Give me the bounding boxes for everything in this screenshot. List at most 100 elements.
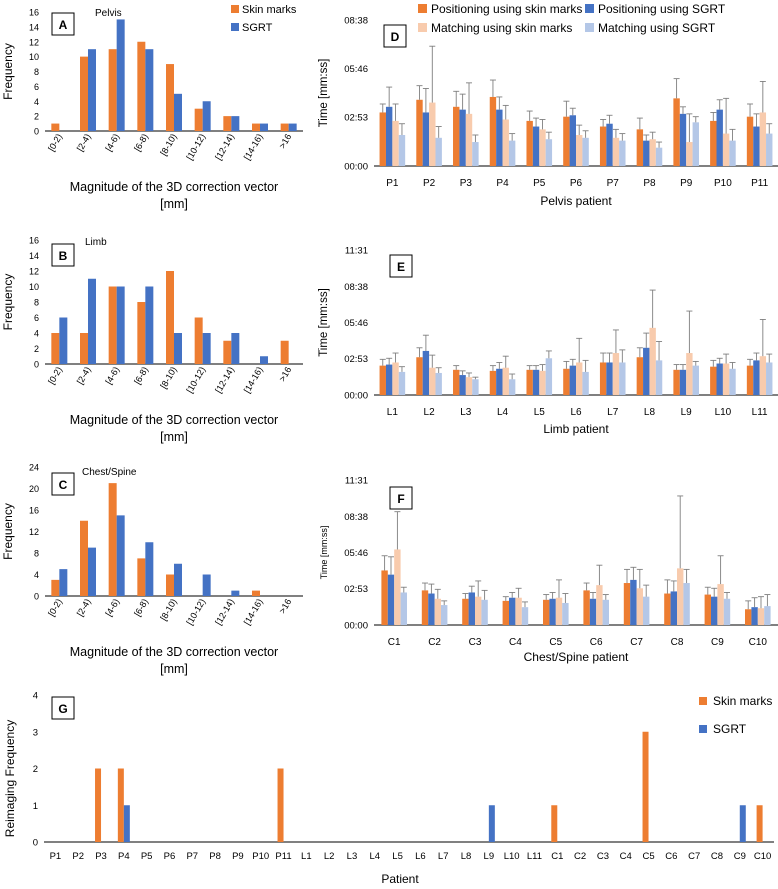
pos-sgrt-bar (716, 363, 723, 395)
skin-marks-bar (252, 590, 260, 596)
pos-skin-bar (704, 594, 711, 625)
x-tick-label: [8-10) (158, 132, 178, 157)
pos-sgrt-bar (459, 109, 466, 166)
pos-skin-bar (489, 370, 497, 395)
y-tick-label: 00:00 (344, 621, 368, 632)
x-tick-label: P4 (118, 851, 130, 862)
x-tick-label: P11 (275, 851, 291, 862)
sgrt-bar (88, 49, 96, 131)
pos-skin-bar (416, 357, 423, 395)
legend-swatch-pos-skin (418, 4, 427, 13)
pos-sgrt-bar (532, 126, 540, 166)
match-sgrt-bar (766, 362, 773, 395)
match-sgrt-bar (619, 140, 626, 166)
match-skin-bar (686, 142, 693, 166)
pos-sgrt-bar (459, 375, 466, 395)
skin-marks-bar (80, 56, 88, 131)
y-tick-label: 08:38 (344, 16, 368, 27)
x-tick-label: C3 (469, 637, 482, 648)
pos-sgrt-bar (753, 126, 760, 166)
x-tick-label: C2 (574, 851, 586, 862)
x-tick-label: [6-8) (132, 365, 150, 386)
sgrt-bar (288, 123, 297, 131)
pos-skin-bar (379, 365, 386, 395)
y-tick-label: 6 (34, 313, 39, 323)
pos-skin-bar (526, 120, 533, 166)
sgrt-bar (231, 116, 240, 131)
y-tick-label: 0 (34, 360, 39, 370)
sgrt-bar (739, 805, 746, 842)
legend-label-pos-skin: Positioning using skin marks (431, 2, 582, 16)
x-tick-label: [14-16) (242, 365, 265, 395)
x-tick-label: [10-12) (184, 597, 207, 627)
pos-sgrt-bar (496, 368, 503, 395)
x-tick-label: [10-12) (184, 132, 207, 162)
sgrt-bar (88, 547, 96, 596)
pos-skin-bar (563, 368, 570, 395)
x-tick-label: L11 (752, 407, 768, 418)
legend-swatch-sgrt (231, 23, 239, 31)
skin-marks-bar (80, 520, 88, 596)
skin-marks-bar (280, 123, 289, 131)
y-tick-label: 1 (33, 801, 38, 812)
x-tick-label: C10 (749, 637, 768, 648)
x-axis-title: Pelvis patient (540, 194, 612, 208)
pos-sgrt-bar (385, 106, 393, 166)
match-sgrt-bar (655, 147, 663, 166)
x-tick-label: C6 (665, 851, 677, 862)
x-tick-label: [8-10) (158, 597, 178, 622)
y-tick-label: 00:00 (344, 391, 368, 402)
pos-sgrt-bar (751, 607, 758, 625)
match-sgrt-bar (441, 605, 448, 625)
x-axis-title: Patient (381, 872, 419, 886)
x-tick-label: C7 (630, 637, 643, 648)
x-axis-unit: [mm] (160, 662, 188, 676)
legend-label-sgrt: SGRT (713, 722, 747, 736)
pos-sgrt-bar (422, 350, 430, 395)
panel-label-text: B (59, 249, 68, 263)
time-chart-e: 00:00 02:53 05:46 08:38 11:31 L1 L2 L3 L4 L5 L6 L7 L… (318, 246, 778, 436)
pos-skin-bar (416, 99, 423, 166)
pos-skin-bar (673, 98, 680, 166)
match-sgrt-bar (472, 142, 479, 166)
y-tick-label: 8 (34, 298, 39, 308)
y-tick-label: 12 (29, 267, 39, 277)
x-tick-label: P8 (643, 178, 656, 189)
x-tick-label: L11 (527, 851, 542, 862)
pos-sgrt-bar (569, 365, 576, 395)
match-sgrt-bar (398, 134, 406, 166)
skin-marks-bar (280, 340, 289, 364)
sgrt-bar (59, 317, 68, 364)
match-skin-bar (612, 137, 620, 166)
pos-skin-bar (746, 365, 754, 395)
legend-swatch-skin-marks (231, 5, 239, 13)
x-tick-label: C4 (509, 637, 522, 648)
x-tick-label: C10 (754, 851, 771, 862)
x-tick-label: C8 (711, 851, 723, 862)
x-tick-label: C3 (597, 851, 609, 862)
pos-skin-bar (381, 570, 388, 625)
pos-skin-bar (462, 598, 469, 625)
x-tick-label: L4 (497, 407, 509, 418)
legend-swatch-skin-marks (699, 697, 707, 705)
skin-marks-bar (223, 116, 232, 131)
panel-label-c: C (51, 472, 75, 496)
skin-marks-bar (551, 805, 558, 842)
match-skin-bar (465, 113, 473, 166)
x-tick-label: [4-6) (103, 597, 121, 618)
x-tick-label: P7 (607, 178, 620, 189)
y-tick-label: 8 (34, 549, 39, 559)
skin-marks-bar (277, 768, 284, 842)
x-tick-label: P3 (95, 851, 107, 862)
match-sgrt-bar (508, 140, 516, 166)
y-tick-label: 10 (29, 52, 39, 62)
y-tick-label: 4 (34, 329, 39, 339)
x-tick-label: [6-8) (132, 597, 150, 618)
x-axis-unit: [mm] (160, 197, 188, 211)
pos-sgrt-bar (496, 109, 503, 166)
match-skin-bar (722, 363, 730, 395)
sgrt-bar (174, 563, 182, 596)
match-sgrt-bar (655, 360, 663, 395)
match-sgrt-bar (729, 140, 736, 166)
